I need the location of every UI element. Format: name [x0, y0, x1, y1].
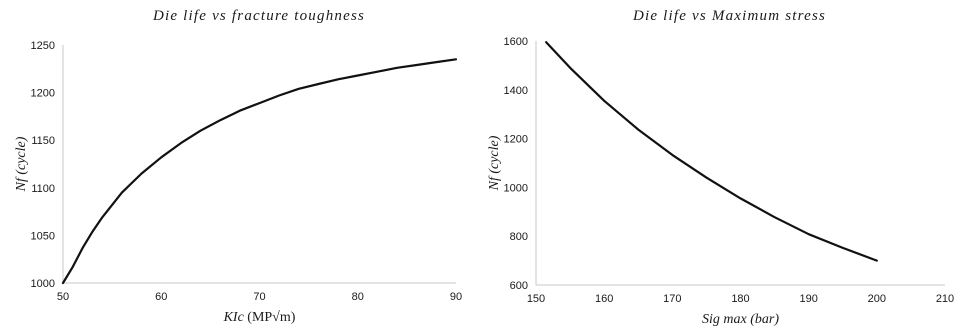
y-axis-title: Nf (cycle)	[14, 136, 29, 192]
y-tick-label: 600	[510, 280, 528, 292]
y-tick-label: 1150	[31, 135, 55, 147]
x-tick-label: 50	[57, 291, 69, 303]
x-axis-title: KIc (MP√m)	[223, 310, 296, 325]
x-tick-label: 200	[868, 293, 886, 305]
chart-fracture-toughness: Die life vs fracture toughness 1000 1050 1…	[0, 0, 478, 328]
x-axis-title: Sig max (bar)	[702, 312, 779, 327]
y-tick-label: 1200	[31, 88, 55, 100]
x-tick-label: 90	[450, 291, 462, 303]
y-tick-label: 1600	[504, 36, 528, 48]
plot-area: 600 800 1000 1200 1400 1600 150 160 170 180 190 200…	[487, 36, 954, 327]
y-tick-label: 1000	[31, 278, 55, 290]
chart-maximum-stress: Die life vs Maximum stress 600 800 1000 120…	[482, 0, 961, 328]
x-tick-label: 180	[731, 293, 749, 305]
x-tick-label: 160	[595, 293, 613, 305]
x-axis-title-unit: (MP√m)	[244, 310, 296, 325]
x-tick-label: 190	[799, 293, 817, 305]
y-axis-title: Nf (cycle)	[487, 135, 502, 191]
x-tick-label: 60	[155, 291, 167, 303]
x-tick-label: 70	[253, 291, 265, 303]
plot-area: 1000 1050 1100 1150 1200 1250 50 60 70 80 90 Nf (cy…	[14, 40, 462, 325]
x-tick-label: 150	[527, 293, 545, 305]
x-tick-label: 170	[663, 293, 681, 305]
y-tick-label: 1000	[504, 182, 528, 194]
series-line	[545, 41, 878, 262]
y-tick-label: 1050	[31, 230, 55, 242]
y-tick-label: 1200	[504, 134, 528, 146]
x-tick-label: 80	[352, 291, 364, 303]
y-tick-label: 1250	[31, 40, 55, 52]
y-tick-label: 1400	[504, 85, 528, 97]
series-line	[61, 58, 458, 285]
x-axis-title-main: KIc	[223, 310, 245, 325]
chart-title: Die life vs Maximum stress	[632, 8, 827, 24]
x-tick-label: 210	[936, 293, 954, 305]
chart-title: Die life vs fracture toughness	[152, 8, 366, 24]
y-tick-label: 1100	[31, 183, 55, 195]
y-tick-label: 800	[510, 231, 528, 243]
